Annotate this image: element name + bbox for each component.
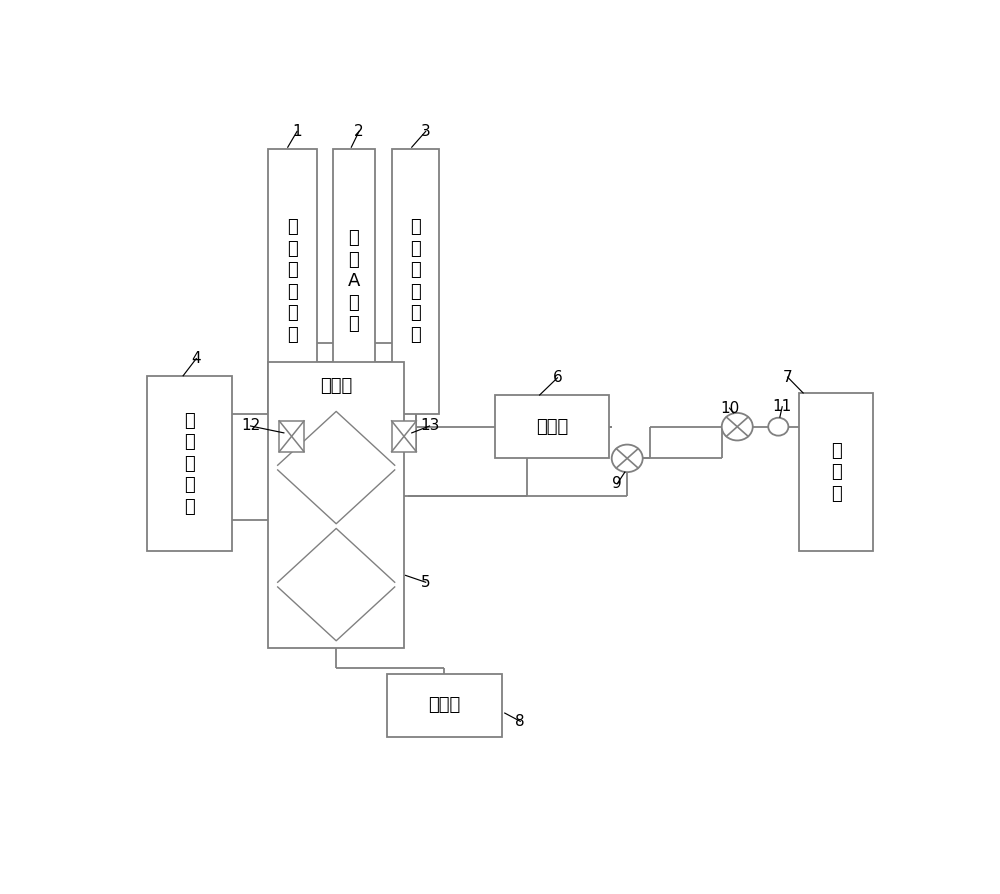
Text: 切片机: 切片机 xyxy=(428,696,460,714)
Text: 反应釜: 反应釜 xyxy=(320,377,352,395)
Text: 2: 2 xyxy=(354,124,364,139)
Text: 双
酚
A
料
桶: 双 酚 A 料 桶 xyxy=(347,229,360,333)
Text: 1: 1 xyxy=(292,124,302,139)
Text: 7: 7 xyxy=(783,369,792,384)
Bar xyxy=(268,362,404,647)
Bar xyxy=(392,421,416,451)
Text: 12: 12 xyxy=(241,418,260,434)
Text: 3: 3 xyxy=(421,124,431,139)
Circle shape xyxy=(768,417,788,435)
Text: 5: 5 xyxy=(421,575,431,590)
Text: 基
础
树
脂
料
桶: 基 础 树 脂 料 桶 xyxy=(287,218,298,344)
Text: 冷凝器: 冷凝器 xyxy=(536,417,568,435)
Bar xyxy=(147,375,232,552)
Bar xyxy=(333,148,375,414)
Circle shape xyxy=(612,444,643,472)
Bar xyxy=(387,674,502,738)
Bar xyxy=(268,148,317,414)
Text: 4: 4 xyxy=(191,351,201,366)
Text: 10: 10 xyxy=(720,401,739,416)
Circle shape xyxy=(722,413,753,441)
Text: 甲
基
异
丁
基
酮: 甲 基 异 丁 基 酮 xyxy=(410,218,421,344)
Text: 回
收
罐: 回 收 罐 xyxy=(831,442,841,502)
Text: 导
热
油
锅
炉: 导 热 油 锅 炉 xyxy=(184,411,195,516)
Bar xyxy=(392,148,439,414)
Text: 13: 13 xyxy=(420,418,439,434)
Text: 11: 11 xyxy=(773,400,792,414)
Bar xyxy=(279,421,304,451)
Text: 8: 8 xyxy=(515,713,525,729)
Text: 6: 6 xyxy=(553,370,562,385)
Bar xyxy=(495,395,609,459)
Bar xyxy=(799,393,873,552)
Text: 9: 9 xyxy=(612,477,622,492)
